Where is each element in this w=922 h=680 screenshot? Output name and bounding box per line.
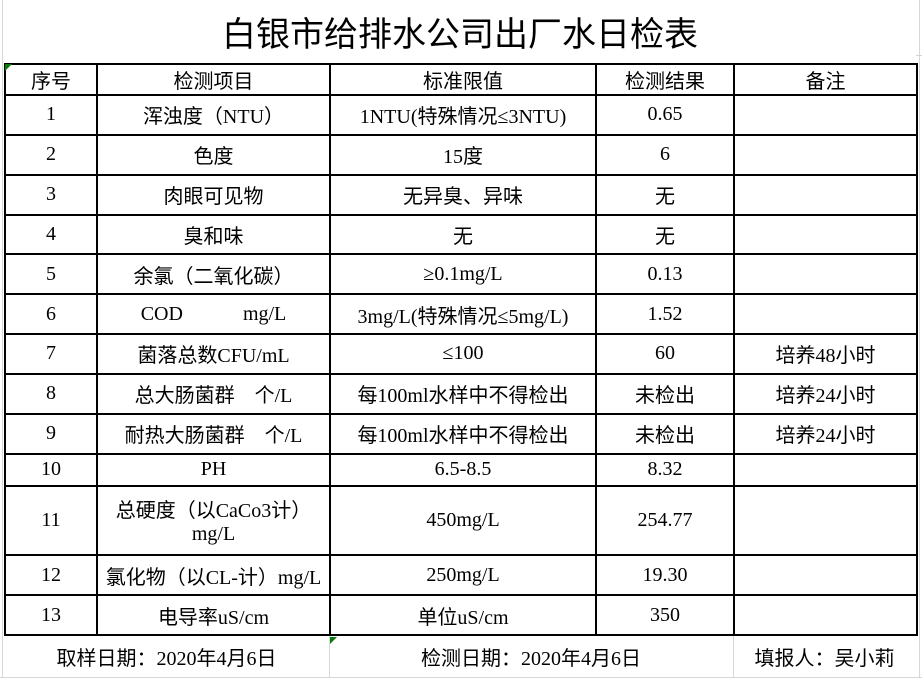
cell-row5-remarks[interactable] [733,253,918,296]
cell-row2-test-result[interactable]: 6 [595,133,735,176]
cell-row8-test-result[interactable]: 未检出 [595,372,735,415]
cell-row11-test-item[interactable]: 总硬度（以CaCo3计）mg/L [96,484,331,557]
cell-row4-remarks[interactable] [733,213,918,256]
cell-row10-standard-limit[interactable]: 6.5-8.5 [329,452,597,487]
cell-row9-standard-limit[interactable]: 每100ml水样中不得检出 [329,412,597,455]
cell-row13-remarks[interactable] [733,594,918,636]
cell-row9-test-result[interactable]: 未检出 [595,412,735,455]
cell-row9-remarks[interactable]: 培养24小时 [733,412,918,455]
table-row: 1 浑浊度（NTU） 1NTU(特殊情况≤3NTU) 0.65 [4,94,918,136]
sheet-gridline-bottom [0,677,922,678]
cell-row10-remarks[interactable] [733,452,918,487]
cell-row9-test-item[interactable]: 耐热大肠菌群 个/L [96,412,331,455]
table-row: 13 电导率uS/cm 单位uS/cm 350 [4,594,918,636]
sheet-gridline-footer-col1 [329,636,330,677]
cell-row5-test-result[interactable]: 0.13 [595,253,735,296]
cell-row7-test-item[interactable]: 菌落总数CFU/mL [96,333,331,375]
cell-row1-standard-limit[interactable]: 1NTU(特殊情况≤3NTU) [329,94,597,136]
cell-row4-test-result[interactable]: 无 [595,213,735,256]
cell-row13-serial-number[interactable]: 13 [4,594,98,636]
cell-row1-serial-number[interactable]: 1 [4,94,98,136]
sheet-gridline-right [919,0,920,678]
excel-error-indicator-icon [5,64,12,71]
cell-row9-serial-number[interactable]: 9 [4,412,98,455]
cell-row6-remarks[interactable] [733,293,918,336]
cell-row7-remarks[interactable]: 培养48小时 [733,333,918,375]
cell-row6-serial-number[interactable]: 6 [4,293,98,336]
sheet-gridline-top-right [916,55,922,56]
cell-row5-standard-limit[interactable]: ≥0.1mg/L [329,253,597,296]
excel-error-indicator-icon [330,637,337,644]
cell-row13-test-result[interactable]: 350 [595,594,735,636]
cell-row1-remarks[interactable] [733,94,918,136]
cell-row7-test-result[interactable]: 60 [595,333,735,375]
sheet-gridline-left [2,0,3,678]
cell-row6-test-result[interactable]: 1.52 [595,293,735,336]
table-row: 9 耐热大肠菌群 个/L 每100ml水样中不得检出 未检出 培养24小时 [4,412,918,455]
column-header-standard-limit[interactable]: 标准限值 [329,63,597,96]
cell-row3-serial-number[interactable]: 3 [4,173,98,216]
cell-row3-remarks[interactable] [733,173,918,216]
cell-row4-standard-limit[interactable]: 无 [329,213,597,256]
cell-row11-remarks[interactable] [733,484,918,557]
table-row: 3 肉眼可见物 无异臭、异味无 [4,173,918,216]
cell-row10-serial-number[interactable]: 10 [4,452,98,487]
column-header-test-item[interactable]: 检测项目 [96,63,331,96]
cell-row4-serial-number[interactable]: 4 [4,213,98,256]
sample-date-cell[interactable]: 取样日期：2020年4月6日 [56,648,277,670]
sheet-gridline-footer-col2 [733,636,734,677]
column-header-serial-number[interactable]: 序号 [4,63,98,96]
footer-row: 取样日期：2020年4月6日 检测日期：2020年4月6日 填报人：吴小莉 [4,636,916,677]
test-date-cell[interactable]: 检测日期：2020年4月6日 [421,648,641,670]
cell-row3-test-item[interactable]: 肉眼可见物 [96,173,331,216]
cell-row13-standard-limit[interactable]: 单位uS/cm [329,594,597,636]
cell-row10-test-result[interactable]: 8.32 [595,452,735,487]
cell-row11-test-result[interactable]: 254.77 [595,484,735,557]
inspection-table: 序号 检测项目 标准限值 检测结果 备注 1 浑浊度（NTU） 1NTU(特殊情况≤… [4,63,918,636]
cell-row2-standard-limit[interactable]: 15度 [329,133,597,176]
cell-row12-standard-limit[interactable]: 250mg/L [329,554,597,596]
cell-row1-test-item[interactable]: 浑浊度（NTU） [96,94,331,136]
cell-row10-test-item[interactable]: PH [96,452,331,487]
cell-row12-remarks[interactable] [733,554,918,596]
table-row: 7 菌落总数CFU/mL ≤100 60 培养48小时 [4,333,918,375]
cell-row8-standard-limit[interactable]: 每100ml水样中不得检出 [329,372,597,415]
cell-row8-test-item[interactable]: 总大肠菌群 个/L [96,372,331,415]
table-row: 10 PH 6.5-8.5 8.32 [4,452,918,487]
table-row: 5 余氯（二氧化碳） ≥0.1mg/L 0.13 [4,253,918,296]
cell-row8-serial-number[interactable]: 8 [4,372,98,415]
cell-row12-test-item[interactable]: 氯化物（以CL-计）mg/L [96,554,331,596]
cell-row7-standard-limit[interactable]: ≤100 [329,333,597,375]
report-title: 白银市给排水公司出厂水日检表 [222,16,698,54]
column-header-remarks[interactable]: 备注 [733,63,918,96]
column-header-test-result[interactable]: 检测结果 [595,63,735,96]
table-row: 12 氯化物（以CL-计）mg/L 250mg/L 19.30 [4,554,918,596]
cell-row7-serial-number[interactable]: 7 [4,333,98,375]
table-row: 4 臭和味无无 [4,213,918,256]
cell-row12-serial-number[interactable]: 12 [4,554,98,596]
table-row: 2 色度 15度 6 [4,133,918,176]
cell-row2-serial-number[interactable]: 2 [4,133,98,176]
cell-row11-standard-limit[interactable]: 450mg/L [329,484,597,557]
cell-row3-test-result[interactable]: 无 [595,173,735,216]
cell-row6-standard-limit[interactable]: 3mg/L(特殊情况≤5mg/L) [329,293,597,336]
cell-row11-serial-number[interactable]: 11 [4,484,98,557]
cell-row3-standard-limit[interactable]: 无异臭、异味 [329,173,597,216]
cell-row8-remarks[interactable]: 培养24小时 [733,372,918,415]
cell-row5-test-item[interactable]: 余氯（二氧化碳） [96,253,331,296]
cell-row12-test-result[interactable]: 19.30 [595,554,735,596]
table-row: 11 总硬度（以CaCo3计）mg/L 450mg/L 254.77 [4,484,918,557]
cell-row6-test-item[interactable]: COD mg/L [96,293,331,336]
reporter-cell[interactable]: 填报人：吴小莉 [754,648,895,670]
cell-row13-test-item[interactable]: 电导率uS/cm [96,594,331,636]
table-row: 6 COD mg/L 3mg/L(特殊情况≤5mg/L) 1.52 [4,293,918,336]
cell-row1-test-result[interactable]: 0.65 [595,94,735,136]
cell-row2-test-item[interactable]: 色度 [96,133,331,176]
table-row: 8 总大肠菌群 个/L 每100ml水样中不得检出 未检出 培养24小时 [4,372,918,415]
cell-row5-serial-number[interactable]: 5 [4,253,98,296]
header-row: 序号 检测项目 标准限值 检测结果 备注 [4,63,918,96]
cell-row2-remarks[interactable] [733,133,918,176]
cell-row4-test-item[interactable]: 臭和味 [96,213,331,256]
